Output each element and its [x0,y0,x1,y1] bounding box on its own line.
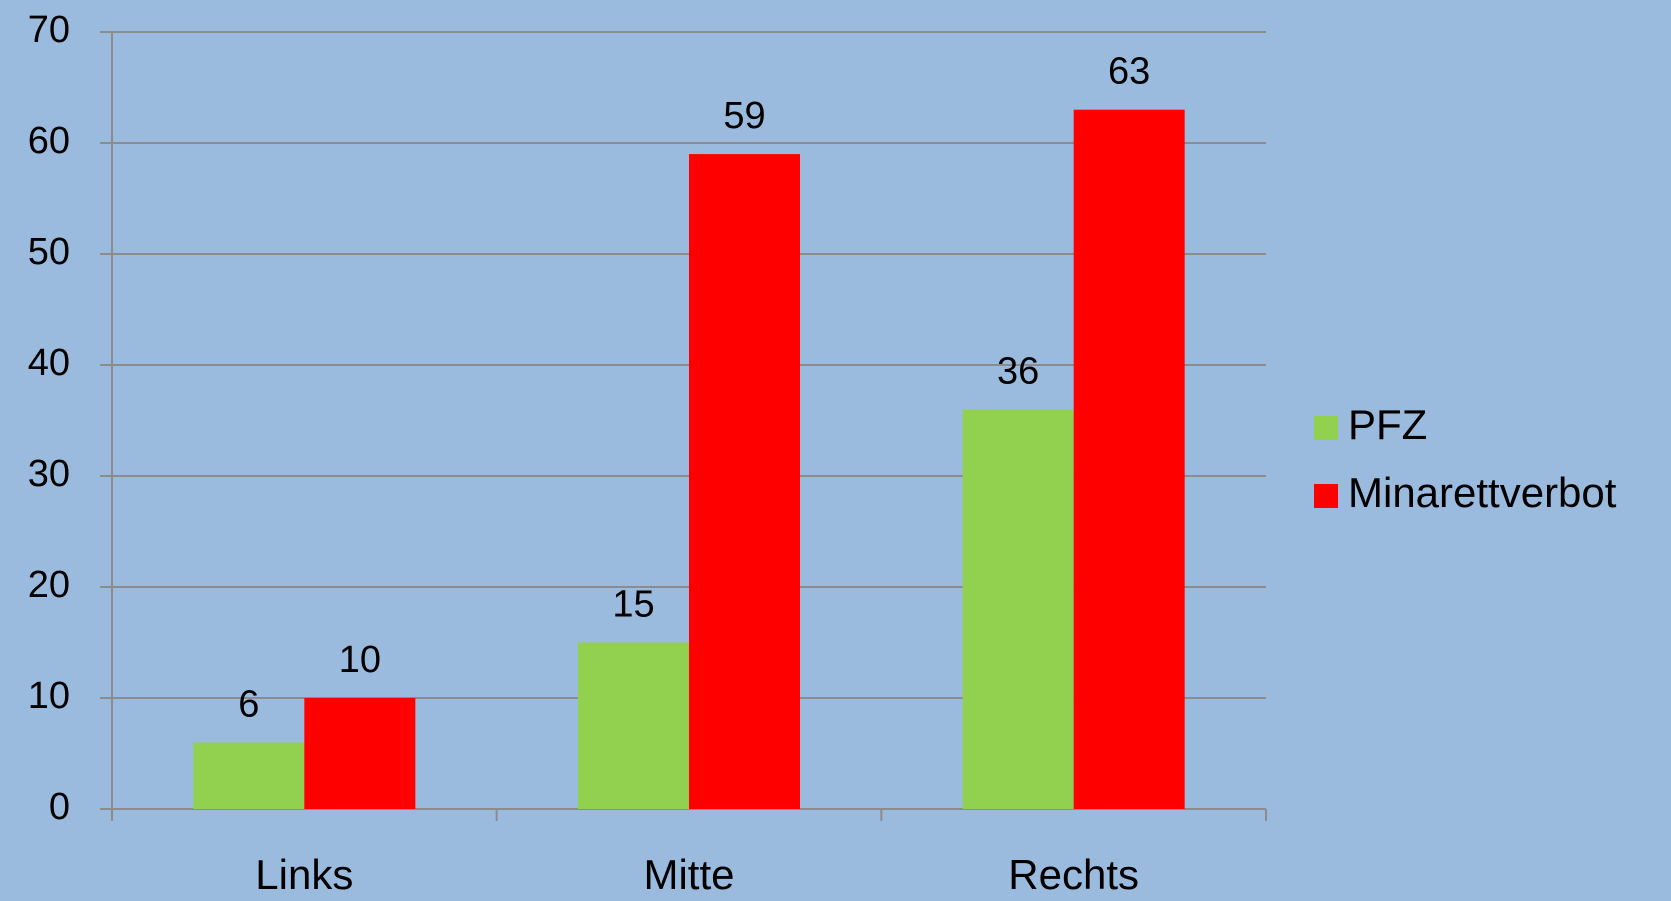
bar [962,409,1074,809]
y-tick-label: 30 [28,453,70,495]
legend-label: PFZ [1348,401,1427,448]
legend-label: Minarettverbot [1348,469,1617,516]
y-tick-label: 20 [28,564,70,606]
y-tick-label: 0 [49,786,70,828]
bar [689,154,800,810]
data-label: 36 [997,350,1039,392]
y-tick-label: 10 [28,675,70,717]
data-label: 10 [339,639,381,681]
data-label: 6 [238,683,259,725]
legend-swatch [1314,484,1338,508]
bar [1073,109,1185,809]
x-tick-label: Mitte [643,851,734,898]
data-label: 15 [612,584,654,626]
x-tick-label: Links [255,851,353,898]
y-tick-label: 40 [28,342,70,384]
bar [193,742,305,809]
data-label: 59 [723,95,765,137]
legend-swatch [1314,416,1338,440]
data-label: 63 [1108,51,1150,93]
x-tick-label: Rechts [1008,851,1139,898]
bar [578,642,689,809]
y-tick-label: 70 [28,9,70,51]
y-tick-label: 50 [28,231,70,273]
y-tick-label: 60 [28,120,70,162]
bar [304,698,416,809]
